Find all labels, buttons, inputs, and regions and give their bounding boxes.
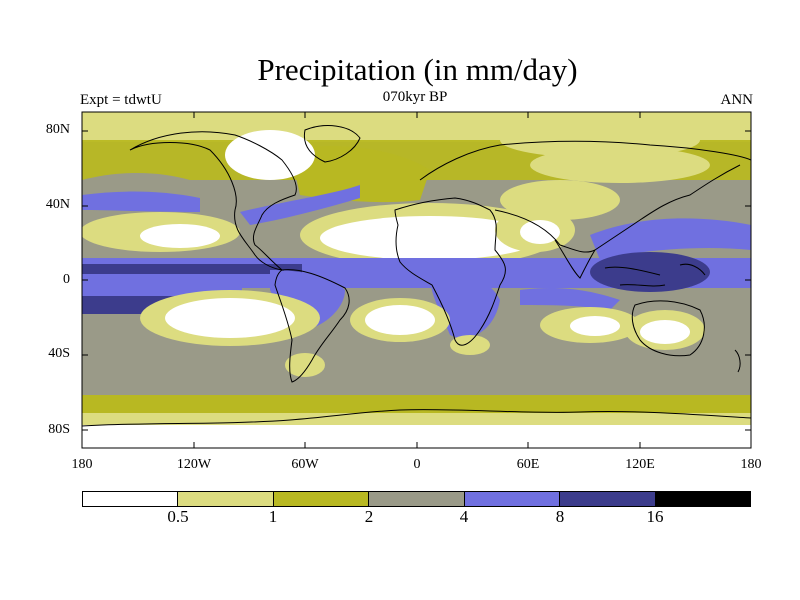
precipitation-field <box>82 112 751 448</box>
patagonia-light <box>285 353 325 377</box>
new-zealand-coast <box>734 349 741 373</box>
antarctica-coast <box>82 409 751 427</box>
north-atlantic-olive <box>290 146 430 203</box>
lat-tick-label: 40N <box>45 197 70 212</box>
ne-pacific-dry <box>140 224 220 248</box>
india-coast <box>554 239 596 279</box>
lon-tick-label: 180 <box>740 457 762 472</box>
antarctic-light <box>82 413 751 427</box>
colorbar-segment <box>369 492 465 506</box>
indian-ocean-wet <box>520 288 620 310</box>
canada-dry <box>225 130 315 180</box>
lon-tick-marks <box>193 112 641 448</box>
asia-monsoon-blue <box>590 218 751 260</box>
north-america-coast <box>129 131 297 271</box>
colorbar-label: 4 <box>459 507 469 526</box>
chart-title: Precipitation (in mm/day) <box>257 52 578 87</box>
colorbar-segment <box>178 492 274 506</box>
colorbar <box>82 491 751 507</box>
colorbar-label: 0.5 <box>167 507 189 526</box>
colorbar-segment <box>83 492 179 506</box>
south-america-coast <box>274 269 350 383</box>
maritime-coast <box>604 263 706 287</box>
lat-tick-label: 0 <box>63 272 70 287</box>
season-label: ANN <box>720 92 754 108</box>
colorbar-segment <box>655 492 750 506</box>
se-pacific-dry <box>165 298 295 338</box>
maritime-continent-dark <box>590 252 710 292</box>
arabia-dry <box>520 220 560 244</box>
south-atlantic-dry <box>365 305 435 335</box>
colorbar-label: 2 <box>364 507 374 526</box>
period-label: 070kyr BP <box>382 89 448 105</box>
asia-coast <box>494 164 741 253</box>
lon-tick-label: 120W <box>176 457 212 472</box>
colorbar-segment <box>560 492 656 506</box>
experiment-label: Expt = tdwtU <box>80 92 162 108</box>
siberia-light <box>530 147 710 183</box>
lat-tick-label: 80S <box>48 422 70 437</box>
greenland-coast <box>303 125 361 163</box>
europe-africa-coast <box>394 197 506 346</box>
lat-tick-label: 40S <box>48 346 70 361</box>
colorbar-segment <box>464 492 561 506</box>
colorbar-label: 8 <box>555 507 565 526</box>
lon-tick-label: 180 <box>71 457 93 472</box>
pacific-storm-track <box>82 191 200 212</box>
south-pacific-band <box>82 286 242 296</box>
south-indian-dry <box>570 316 620 336</box>
lon-tick-label: 120E <box>625 457 655 472</box>
lon-tick-label: 60E <box>516 457 540 472</box>
eurasia-north-coast <box>419 140 751 181</box>
atlantic-storm-track <box>240 185 360 225</box>
coastlines <box>82 125 751 427</box>
sahara-dry <box>320 216 540 260</box>
australia-coast <box>631 300 705 357</box>
lon-tick-label: 60W <box>291 457 319 472</box>
colorbar-segment <box>273 492 370 506</box>
lat-tick-label: 80N <box>45 122 70 137</box>
south-africa-light <box>450 335 490 355</box>
antarctica-dry <box>82 425 751 448</box>
itcz-dark-pacific <box>82 264 302 274</box>
lat-tick-marks <box>82 130 751 431</box>
australia-dry <box>640 320 690 344</box>
colorbar-label: 16 <box>646 507 664 526</box>
colorbar-label: 1 <box>268 507 278 526</box>
lon-tick-label: 0 <box>413 457 421 472</box>
